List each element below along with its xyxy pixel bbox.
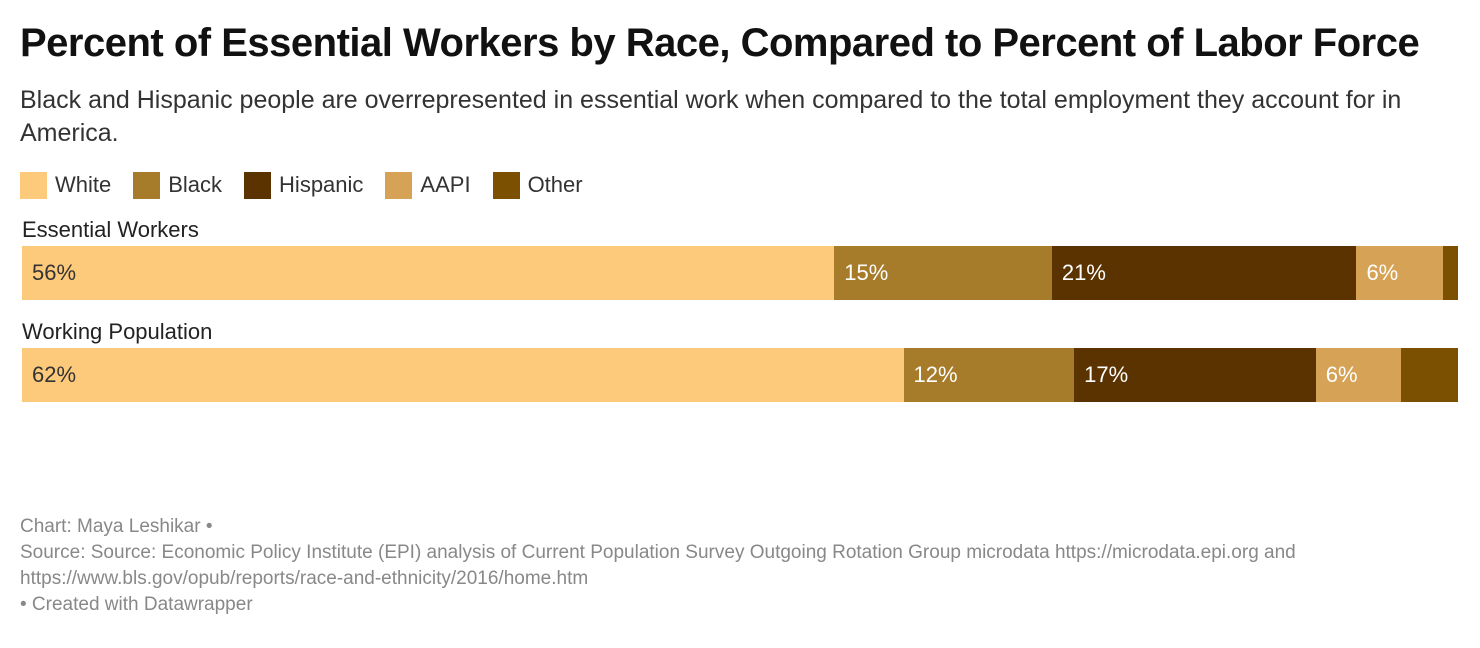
legend-item-aapi: AAPI: [385, 171, 471, 199]
legend-item-white: White: [20, 171, 112, 199]
bar-segment-other: [1443, 246, 1458, 300]
legend-label-aapi: AAPI: [420, 172, 471, 197]
legend-swatch-hispanic: [244, 171, 272, 199]
bar-row-label: Essential Workers: [22, 217, 199, 242]
bar-segment-hispanic: 17%: [1074, 348, 1316, 402]
created-with: • Created with Datawrapper: [20, 594, 253, 615]
bar-value-label: 17%: [1084, 362, 1129, 387]
bar-value-label: 6%: [1325, 362, 1358, 387]
chart-credit: Chart: Maya Leshikar •: [20, 516, 213, 537]
legend-swatch-white: [20, 171, 47, 199]
bar-rows: Essential Workers 56% 15% 21% 6% Working Popu…: [20, 210, 1460, 402]
legend-item-black: Black: [133, 171, 223, 199]
chart-footer: Chart: Maya Leshikar • Source: Source: E…: [20, 514, 1460, 618]
bar-value-label: 21%: [1061, 260, 1106, 285]
legend-item-hispanic: Hispanic: [244, 171, 364, 199]
legend-label-other: Other: [527, 172, 583, 197]
legend-label-white: White: [55, 172, 112, 197]
bar-segment-hispanic: 21%: [1051, 246, 1357, 300]
legend-label-hispanic: Hispanic: [279, 172, 364, 197]
bar-segment-black: 15%: [834, 246, 1052, 300]
bar-value-label: 6%: [1366, 260, 1399, 285]
bar-segment-white: 56%: [22, 246, 835, 300]
legend-item-other: Other: [492, 171, 583, 199]
bar-row: Essential Workers 56% 15% 21% 6%: [20, 210, 1460, 300]
bar-segment-other: [1401, 348, 1458, 402]
legend-swatch-aapi: [385, 171, 413, 199]
chart-subtitle: Black and Hispanic people are overrepres…: [20, 86, 1402, 147]
chart-container: Percent of Essential Workers by Race, Co…: [20, 18, 1460, 402]
bar-value-label: 56%: [32, 260, 77, 285]
bar-segment-aapi: 6%: [1356, 246, 1444, 300]
stacked-bar: 62% 12% 17% 6%: [22, 348, 1458, 402]
legend-swatch-other: [492, 171, 520, 199]
bar-segment-white: 62%: [22, 348, 904, 402]
legend-label-black: Black: [168, 172, 223, 197]
bar-segment-black: 12%: [903, 348, 1075, 402]
legend: White Black Hispanic AAPI Other: [20, 170, 1460, 200]
bar-row: Working Population 62% 12% 17% 6%: [20, 312, 1460, 402]
bar-row-label: Working Population: [22, 319, 213, 344]
stacked-bar: 56% 15% 21% 6%: [22, 246, 1458, 300]
bar-segment-aapi: 6%: [1315, 348, 1402, 402]
bar-value-label: 15%: [844, 260, 889, 285]
bar-value-label: 12%: [913, 362, 958, 387]
chart-source: Source: Source: Economic Policy Institut…: [20, 542, 1296, 589]
bar-value-label: 62%: [32, 362, 77, 387]
chart-title: Percent of Essential Workers by Race, Co…: [20, 21, 1420, 65]
legend-swatch-black: [133, 171, 161, 199]
